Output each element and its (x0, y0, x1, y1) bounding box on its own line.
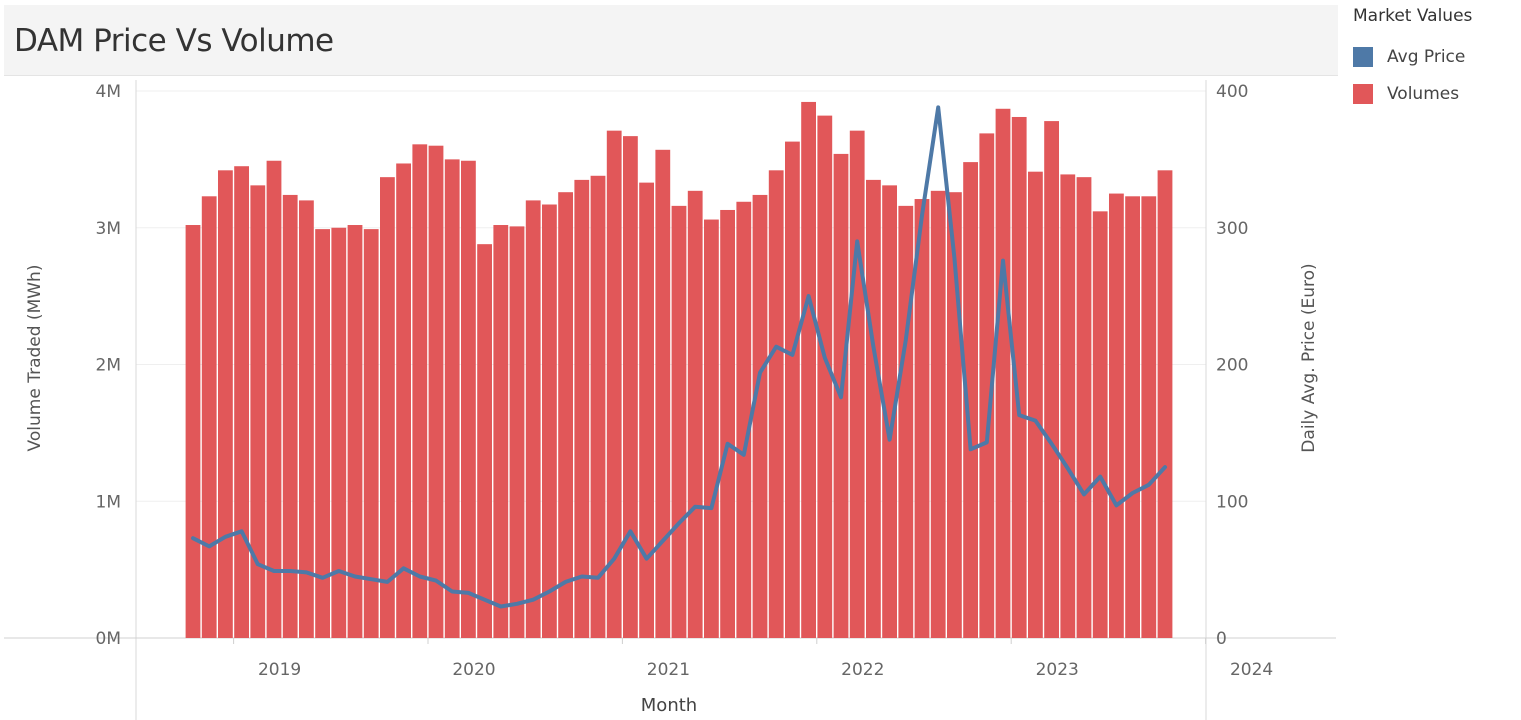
bar-volume (1125, 196, 1140, 639)
title-bar: DAM Price Vs Volume (4, 5, 1338, 76)
bar-volume (590, 175, 606, 638)
bar-volume (218, 170, 233, 638)
legend-item-volumes[interactable]: Volumes (1353, 75, 1518, 112)
y-tick-label: 1M (96, 492, 121, 512)
bar-volume (461, 160, 476, 638)
bar-volume (1028, 171, 1043, 638)
bar-volume (266, 160, 282, 638)
bars-volumes (185, 101, 1173, 639)
legend-swatch-volumes (1353, 83, 1373, 104)
legend: Market Values Avg Price Volumes (1353, 6, 1518, 112)
bar-volume (606, 130, 622, 638)
bar-volume (639, 182, 654, 638)
bar-volume (396, 163, 411, 639)
bar-volume (979, 133, 995, 638)
bar-volume (898, 205, 914, 638)
bar-volume (1157, 170, 1173, 638)
bar-volume (785, 141, 800, 638)
y2-tick-label: 400 (1216, 82, 1248, 102)
bar-volume (315, 229, 330, 638)
bar-volume (1109, 193, 1124, 638)
bar-volume (542, 204, 557, 638)
bar-volume (185, 225, 201, 638)
legend-title: Market Values (1353, 6, 1473, 26)
bar-volume (963, 162, 978, 639)
bar-volume (347, 225, 363, 638)
legend-swatch-avg-price (1353, 46, 1373, 67)
x-tick-label: 2021 (647, 660, 690, 680)
plot-area (136, 80, 1206, 638)
bar-volume (558, 192, 573, 638)
bar-volume (704, 219, 719, 639)
bar-volume (444, 159, 460, 638)
bar-volume (234, 166, 249, 638)
bar-volume (1011, 116, 1027, 639)
bar-volume (720, 209, 735, 638)
bar-volume (866, 179, 881, 638)
bar-volume (736, 201, 752, 638)
y2-tick-label: 300 (1216, 219, 1248, 239)
bar-volume (477, 244, 492, 638)
legend-label-volumes: Volumes (1387, 83, 1460, 104)
bar-volume (1092, 211, 1108, 638)
x-tick-label: 2020 (452, 660, 495, 680)
y-tick-label: 2M (96, 356, 121, 376)
y2-tick-label: 0 (1216, 629, 1227, 649)
x-tick-label: 2019 (258, 660, 301, 680)
chart-title: DAM Price Vs Volume (14, 23, 334, 59)
x-tick-label: 2023 (1036, 660, 1079, 680)
bar-volume (509, 226, 525, 638)
x-tick-label: 2022 (841, 660, 884, 680)
bar-volume (250, 185, 266, 639)
legend-item-avg-price[interactable]: Avg Price (1353, 38, 1518, 75)
y-axis-title: Volume Traded (MWh) (25, 265, 45, 452)
points-avg-price (192, 107, 1166, 607)
bar-volume (380, 177, 395, 638)
bar-volume (1076, 177, 1092, 638)
bar-volume (412, 144, 428, 638)
y2-tick-label: 200 (1216, 356, 1248, 376)
bar-volume (623, 136, 638, 638)
x-axis-title: Month (641, 695, 697, 716)
bar-volume (801, 101, 816, 638)
bar-volume (671, 205, 687, 638)
bar-volume (493, 225, 509, 638)
y-tick-label: 0M (96, 629, 121, 649)
bar-volume (930, 190, 946, 638)
y-tick-label: 4M (96, 82, 121, 102)
bar-volume (363, 229, 379, 638)
bar-volume (914, 199, 930, 638)
y2-axis-title: Daily Avg. Price (Euro) (1299, 263, 1319, 452)
bar-volume (995, 108, 1011, 639)
x-tick-label: 2024 (1230, 660, 1273, 680)
bar-volume (817, 115, 833, 639)
legend-label-avg-price: Avg Price (1387, 46, 1466, 67)
bar-volume (882, 185, 897, 639)
y-tick-label: 3M (96, 219, 121, 239)
bar-volume (331, 227, 347, 638)
bar-volume (299, 200, 314, 638)
bar-volume (282, 194, 298, 638)
bar-volume (525, 200, 541, 638)
bar-volume (655, 149, 671, 639)
bar-volume (768, 170, 784, 638)
bar-volume (574, 179, 590, 638)
bar-volume (1060, 174, 1076, 639)
bar-volume (1141, 196, 1157, 639)
bar-volume (687, 190, 703, 638)
bar-volume (1044, 121, 1059, 638)
bar-volume (428, 145, 444, 638)
bar-volume (849, 130, 865, 638)
bar-volume (752, 194, 768, 638)
bar-volume (201, 196, 217, 639)
y2-tick-label: 100 (1216, 492, 1248, 512)
